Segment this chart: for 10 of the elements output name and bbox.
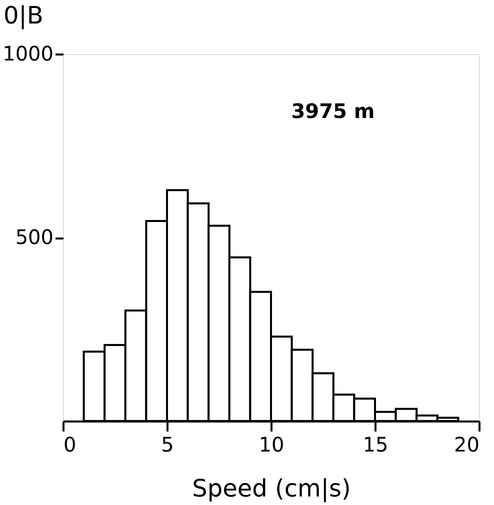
y-axis-title: 0|B (4, 2, 44, 30)
x-axis-title: Speed (cm|s) (192, 474, 351, 502)
annotation: 3975 m (291, 99, 375, 123)
x-tick-label: 20 (454, 432, 480, 456)
y-tick-label: 1000 (2, 42, 54, 66)
x-tick-label: 10 (258, 432, 284, 456)
x-tick-label: 5 (161, 432, 174, 456)
x-tick-label: 0 (64, 432, 76, 456)
x-tick-label: 15 (362, 432, 388, 456)
y-tick-label: 500 (15, 225, 54, 249)
